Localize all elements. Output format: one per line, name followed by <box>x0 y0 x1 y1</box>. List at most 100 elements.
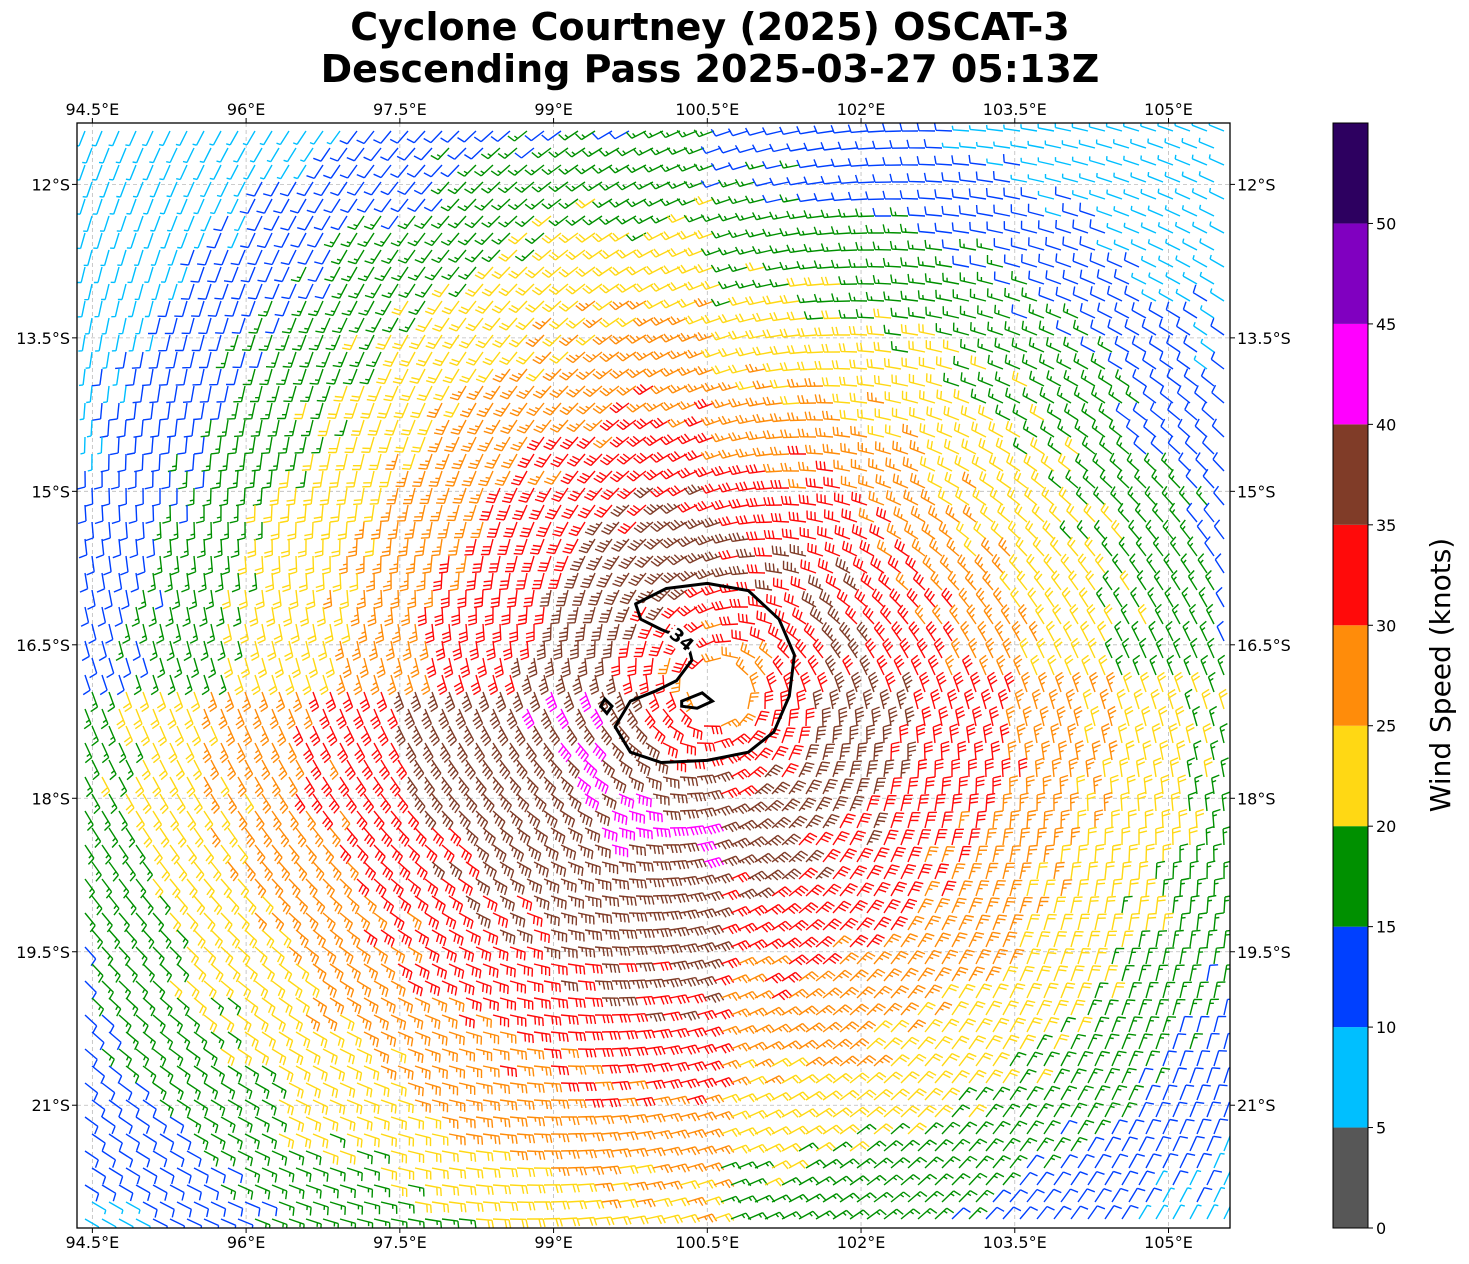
wind-barb <box>1113 206 1130 217</box>
wind-barb <box>193 895 206 916</box>
wind-barb <box>989 487 1004 506</box>
wind-barb <box>1077 844 1088 863</box>
wind-barb <box>907 240 926 251</box>
wind-barb <box>873 1020 893 1033</box>
wind-barb <box>930 571 943 591</box>
wind-barb <box>397 1167 415 1180</box>
wind-barb <box>351 640 362 661</box>
wind-barb <box>1196 519 1208 540</box>
wind-barb <box>435 640 446 661</box>
wind-barb <box>1063 336 1079 353</box>
wind-barb <box>1142 385 1157 404</box>
wind-barb <box>786 345 807 355</box>
wind-barb <box>868 458 885 472</box>
wind-barb <box>925 340 943 353</box>
wind-barb <box>458 878 473 896</box>
wind-barb <box>969 255 987 268</box>
wind-barb <box>526 1150 546 1160</box>
wind-barb <box>696 942 718 953</box>
wind-barb <box>872 274 892 285</box>
wind-barb <box>414 793 426 814</box>
wind-barb <box>397 249 416 264</box>
wind-barb <box>492 1116 511 1128</box>
wind-barb <box>442 368 460 384</box>
wind-barb <box>497 181 518 194</box>
wind-barb <box>434 453 450 470</box>
wind-barb <box>295 997 310 1015</box>
wind-barb <box>543 878 560 894</box>
wind-barb <box>683 587 705 599</box>
wind-barb <box>574 623 586 642</box>
wind-barb <box>1002 637 1012 659</box>
wind-barb <box>1206 1101 1221 1118</box>
wind-barb <box>312 1167 329 1182</box>
wind-barb <box>804 411 824 421</box>
wind-barb <box>575 368 596 381</box>
wind-barb <box>1178 808 1188 829</box>
wind-barb <box>401 453 416 470</box>
wind-barb <box>601 1131 622 1141</box>
wind-barb <box>509 776 522 797</box>
wind-barb <box>1019 1171 1038 1186</box>
wind-barb <box>633 487 654 499</box>
wind-barb <box>169 946 182 966</box>
wind-barb <box>856 342 875 353</box>
wind-barb <box>458 776 470 797</box>
wind-barb <box>1094 1119 1111 1135</box>
wind-barb <box>849 1209 870 1220</box>
wind-barb <box>866 1106 887 1118</box>
wind-barb <box>958 1086 977 1101</box>
wind-barb <box>807 654 819 676</box>
wind-barb <box>890 274 909 285</box>
wind-barb <box>144 266 154 283</box>
wind-barb <box>1026 914 1041 931</box>
wind-barb <box>526 878 543 895</box>
wind-barb <box>452 487 467 504</box>
wind-barb <box>1115 402 1130 421</box>
wind-barb <box>1072 190 1089 200</box>
wind-barb <box>151 742 161 764</box>
wind-barb <box>829 689 840 710</box>
wind-barb <box>941 1087 961 1101</box>
wind-barb <box>1130 138 1147 149</box>
wind-barb <box>142 929 155 950</box>
wind-barb <box>762 362 783 373</box>
wind-barb <box>82 147 93 164</box>
wind-barb <box>237 878 250 899</box>
wind-barb <box>244 1065 260 1083</box>
wind-barb <box>975 880 990 897</box>
wind-barb <box>431 283 450 298</box>
wind-barb <box>390 946 406 964</box>
wind-barb <box>866 1037 887 1050</box>
wind-barb <box>659 265 681 275</box>
wind-barb <box>464 181 484 194</box>
wind-barb <box>971 421 987 438</box>
wind-barb <box>209 130 222 146</box>
wind-barb <box>91 1167 107 1185</box>
wind-barb <box>484 453 501 469</box>
wind-barb <box>633 640 647 658</box>
wind-barb <box>669 1129 691 1139</box>
wind-barb <box>460 436 477 452</box>
wind-barb <box>885 457 902 472</box>
wind-barb <box>216 606 225 627</box>
wind-barb <box>180 283 195 300</box>
wind-barb <box>108 827 119 848</box>
wind-barb <box>926 406 943 421</box>
wind-barb <box>941 172 960 183</box>
wind-barb <box>650 555 671 567</box>
wind-barb <box>737 1024 759 1035</box>
wind-barb <box>781 1211 803 1220</box>
wind-barb <box>390 1048 407 1064</box>
wind-barb <box>543 1082 563 1093</box>
wind-barb <box>331 317 348 334</box>
wind-barb <box>436 674 448 696</box>
wind-barb <box>193 1065 208 1083</box>
wind-barb <box>465 572 477 591</box>
wind-barb <box>1138 826 1148 845</box>
wind-barb <box>449 572 460 592</box>
wind-barb <box>814 327 834 337</box>
wind-barb <box>244 895 257 915</box>
wind-barb <box>1013 654 1023 676</box>
wind-barb <box>446 504 460 522</box>
